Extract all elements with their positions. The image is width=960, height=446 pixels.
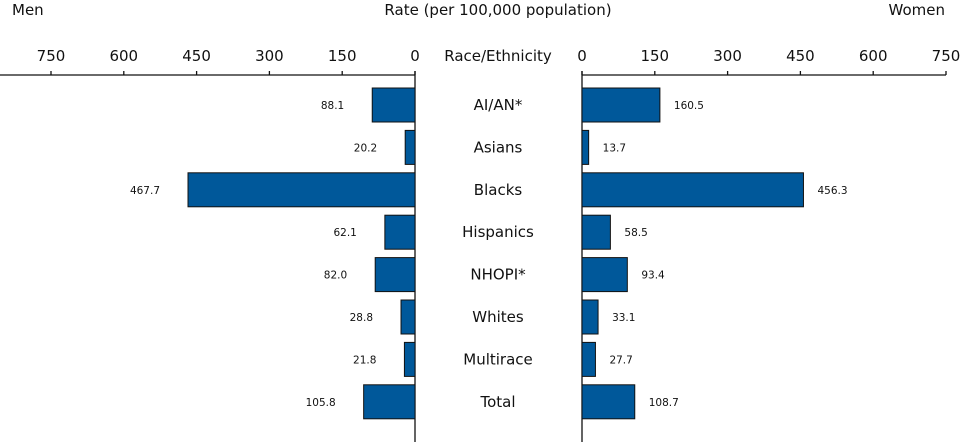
men-bar xyxy=(371,87,416,123)
right-tick-label: 750 xyxy=(932,47,960,65)
women-value-label: 33.1 xyxy=(612,312,635,324)
chart-title: Rate (per 100,000 population) xyxy=(384,1,611,19)
left-tick-label: 450 xyxy=(182,47,211,65)
women-bar xyxy=(581,214,611,250)
women-value-label: 456.3 xyxy=(817,185,847,197)
left-tick-label: 0 xyxy=(410,47,420,65)
right-tick-label: 450 xyxy=(786,47,815,65)
right-tick-label: 0 xyxy=(577,47,587,65)
left-tick-label: 150 xyxy=(328,47,357,65)
men-bar xyxy=(384,214,416,250)
women-bar xyxy=(581,87,661,123)
women-value-label: 13.7 xyxy=(603,142,626,154)
men-value-label: 20.2 xyxy=(354,142,377,154)
category-label: Blacks xyxy=(474,181,523,199)
left-tick-label: 600 xyxy=(109,47,138,65)
women-value-label: 160.5 xyxy=(674,100,704,112)
men-bar xyxy=(363,384,416,420)
category-label: NHOPI* xyxy=(470,266,526,284)
category-label: AI/AN* xyxy=(474,96,523,114)
men-bar xyxy=(403,341,416,377)
men-bar xyxy=(404,129,416,165)
men-value-label: 105.8 xyxy=(306,397,336,409)
men-label: Men xyxy=(12,1,44,19)
men-value-label: 467.7 xyxy=(130,185,160,197)
women-bar xyxy=(581,172,804,208)
women-bar xyxy=(581,384,636,420)
category-label: Multirace xyxy=(463,350,533,368)
men-value-label: 62.1 xyxy=(333,227,356,239)
category-label: Whites xyxy=(472,308,524,326)
men-value-label: 28.8 xyxy=(350,312,373,324)
women-bar xyxy=(581,129,590,165)
category-label: Total xyxy=(479,393,515,411)
women-value-label: 58.5 xyxy=(624,227,647,239)
category-label: Hispanics xyxy=(462,223,534,241)
men-bar xyxy=(400,299,416,335)
men-value-label: 82.0 xyxy=(324,270,347,282)
right-tick-label: 150 xyxy=(640,47,669,65)
right-tick-label: 300 xyxy=(713,47,742,65)
left-tick-label: 300 xyxy=(255,47,284,65)
women-value-label: 93.4 xyxy=(641,270,665,282)
men-value-label: 21.8 xyxy=(353,354,376,366)
women-bar xyxy=(581,299,599,335)
category-header: Race/Ethnicity xyxy=(444,47,552,65)
women-value-label: 108.7 xyxy=(649,397,679,409)
left-tick-label: 750 xyxy=(37,47,66,65)
right-tick-label: 600 xyxy=(859,47,888,65)
category-label: Asians xyxy=(474,138,523,156)
men-value-label: 88.1 xyxy=(321,100,344,112)
women-label: Women xyxy=(889,1,945,19)
women-value-label: 27.7 xyxy=(609,354,632,366)
women-bar xyxy=(581,341,596,377)
men-bar xyxy=(187,172,416,208)
men-bar xyxy=(374,257,416,293)
women-bar xyxy=(581,257,628,293)
